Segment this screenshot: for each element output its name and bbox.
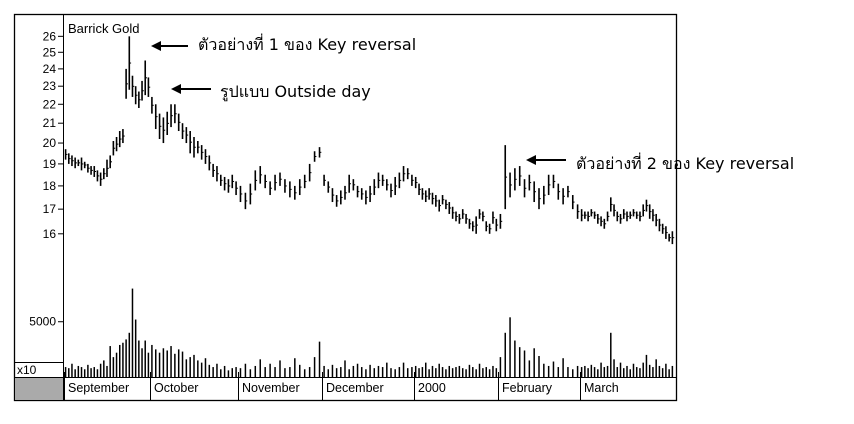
month-label: March [584,381,619,395]
chart-outer-frame [13,13,678,402]
price-tick-label: 18 [43,179,57,193]
arrow-key-reversal-1-head [151,41,161,51]
price-axis: 16 17 18 19 20 21 22 23 24 25 26 [43,29,64,241]
volume-bars [64,288,674,377]
month-label: October [154,381,198,395]
annotation-outside-day: รูปแบบ Outside day [220,82,371,101]
volume-axis: 5000 x10 [15,315,64,377]
annotation-key-reversal-2: ตัวอย่างที่ 2 ของ Key reversal [576,154,795,173]
price-tick-label: 24 [43,62,57,76]
corner-shade [15,378,63,400]
annotation-arrows [151,41,566,165]
volume-multiplier-label: x10 [17,363,37,377]
arrow-outside-day-head [171,84,181,94]
price-tick-label: 16 [43,227,57,241]
month-axis: September October November December 2000 Febr… [64,372,619,400]
volume-tick-label: 5000 [29,315,56,329]
price-tick-label: 26 [43,29,57,43]
annotation-key-reversal-1: ตัวอย่างที่ 1 ของ Key reversal [198,35,417,54]
month-label: February [502,381,553,395]
price-tick-label: 23 [43,79,57,93]
month-label: November [242,381,300,395]
price-tick-label: 25 [43,45,57,59]
month-label: 2000 [418,381,446,395]
month-label: September [68,381,129,395]
chart-title: Barrick Gold [68,21,140,36]
price-tick-label: 17 [43,202,57,216]
arrow-key-reversal-2-head [526,155,536,165]
price-tick-label: 20 [43,136,57,150]
price-tick-label: 21 [43,116,57,130]
price-tick-label: 19 [43,157,57,171]
price-tick-label: 22 [43,97,57,111]
month-label: December [326,381,384,395]
price-bars [64,36,675,245]
